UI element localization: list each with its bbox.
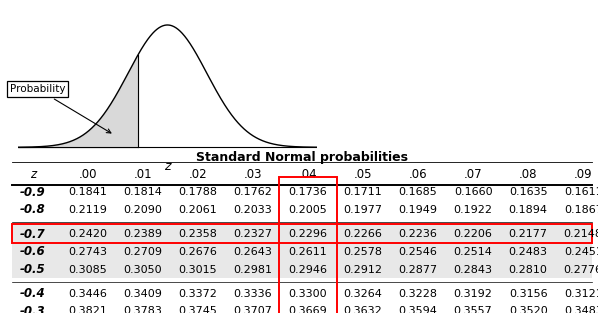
Text: 0.3192: 0.3192 — [454, 289, 493, 299]
Text: .03: .03 — [243, 168, 262, 181]
Text: 0.2946: 0.2946 — [288, 264, 328, 275]
Text: 0.1660: 0.1660 — [454, 187, 492, 197]
Bar — [12, 224, 592, 243]
Text: Standard Normal probabilities: Standard Normal probabilities — [196, 151, 408, 164]
Text: 0.2843: 0.2843 — [454, 264, 493, 275]
Text: .01: .01 — [133, 168, 152, 181]
Text: 0.2061: 0.2061 — [178, 205, 217, 215]
Text: 0.3669: 0.3669 — [289, 306, 327, 313]
Text: 0.1949: 0.1949 — [398, 205, 438, 215]
Text: .02: .02 — [188, 168, 207, 181]
Text: 0.2709: 0.2709 — [123, 247, 162, 257]
Text: 0.3015: 0.3015 — [178, 264, 217, 275]
Text: 0.3557: 0.3557 — [454, 306, 493, 313]
Text: 0.3483: 0.3483 — [564, 306, 598, 313]
Text: 0.3594: 0.3594 — [399, 306, 438, 313]
Text: 0.2514: 0.2514 — [454, 247, 493, 257]
Text: 0.2358: 0.2358 — [178, 229, 217, 239]
Text: 0.1867: 0.1867 — [564, 205, 598, 215]
Text: 0.1711: 0.1711 — [344, 187, 382, 197]
Text: 0.3336: 0.3336 — [234, 289, 272, 299]
Text: 0.3409: 0.3409 — [123, 289, 162, 299]
Text: .08: .08 — [519, 168, 538, 181]
Text: 0.2327: 0.2327 — [233, 229, 272, 239]
Text: 0.2148: 0.2148 — [564, 229, 598, 239]
Text: 0.2005: 0.2005 — [289, 205, 327, 215]
Text: -0.4: -0.4 — [20, 287, 45, 300]
Text: .04: .04 — [298, 168, 317, 181]
Text: 0.3156: 0.3156 — [509, 289, 547, 299]
Text: 0.3632: 0.3632 — [344, 306, 382, 313]
Text: -0.9: -0.9 — [20, 186, 45, 199]
Text: 0.3121: 0.3121 — [564, 289, 598, 299]
Bar — [279, 177, 337, 313]
Text: 0.1635: 0.1635 — [509, 187, 547, 197]
Text: 0.2483: 0.2483 — [509, 247, 548, 257]
Text: 0.1611: 0.1611 — [564, 187, 598, 197]
Text: 0.1788: 0.1788 — [178, 187, 217, 197]
Text: .07: .07 — [464, 168, 483, 181]
Text: .00: .00 — [78, 168, 97, 181]
Text: 0.2877: 0.2877 — [398, 264, 438, 275]
Text: 0.2912: 0.2912 — [343, 264, 383, 275]
Text: 0.1762: 0.1762 — [233, 187, 272, 197]
Text: 0.1977: 0.1977 — [343, 205, 383, 215]
Text: z: z — [29, 168, 36, 181]
Text: z: z — [164, 160, 170, 173]
Text: 0.2420: 0.2420 — [68, 229, 107, 239]
Text: 0.2743: 0.2743 — [68, 247, 107, 257]
Text: 0.1894: 0.1894 — [509, 205, 548, 215]
Text: 0.2611: 0.2611 — [289, 247, 327, 257]
Text: -0.3: -0.3 — [20, 305, 45, 313]
Text: 0.3821: 0.3821 — [68, 306, 107, 313]
Text: 0.3085: 0.3085 — [68, 264, 107, 275]
Text: 0.1841: 0.1841 — [68, 187, 107, 197]
Text: 0.3446: 0.3446 — [68, 289, 107, 299]
Text: -0.6: -0.6 — [20, 245, 45, 258]
Text: 0.2177: 0.2177 — [509, 229, 548, 239]
Text: .09: .09 — [574, 168, 593, 181]
Text: 0.3745: 0.3745 — [178, 306, 217, 313]
Text: 0.2119: 0.2119 — [68, 205, 107, 215]
Text: 0.3300: 0.3300 — [289, 289, 327, 299]
Text: 0.1814: 0.1814 — [123, 187, 162, 197]
Text: 0.3050: 0.3050 — [123, 264, 162, 275]
Text: 0.2676: 0.2676 — [178, 247, 217, 257]
Text: .05: .05 — [354, 168, 372, 181]
Text: Probability: Probability — [10, 84, 111, 133]
Text: 0.2389: 0.2389 — [123, 229, 162, 239]
Text: 0.3520: 0.3520 — [509, 306, 548, 313]
Text: 0.1685: 0.1685 — [399, 187, 437, 197]
Text: 0.2776: 0.2776 — [564, 264, 598, 275]
Text: .06: .06 — [408, 168, 428, 181]
Text: 0.1736: 0.1736 — [289, 187, 327, 197]
Text: 0.2546: 0.2546 — [399, 247, 438, 257]
Text: 0.2451: 0.2451 — [564, 247, 598, 257]
Text: 0.2578: 0.2578 — [343, 247, 383, 257]
Text: -0.8: -0.8 — [20, 203, 45, 216]
Text: 0.2236: 0.2236 — [399, 229, 438, 239]
Text: -0.7: -0.7 — [20, 228, 45, 241]
Text: 0.3783: 0.3783 — [123, 306, 162, 313]
Text: 0.2981: 0.2981 — [233, 264, 272, 275]
Text: 0.2206: 0.2206 — [454, 229, 493, 239]
Text: -0.5: -0.5 — [20, 263, 45, 276]
Text: 0.2033: 0.2033 — [233, 205, 272, 215]
Text: 0.2296: 0.2296 — [288, 229, 328, 239]
Text: 0.3707: 0.3707 — [233, 306, 272, 313]
Text: 0.2810: 0.2810 — [509, 264, 548, 275]
Bar — [12, 224, 592, 279]
Text: 0.2090: 0.2090 — [123, 205, 162, 215]
Text: 0.3372: 0.3372 — [178, 289, 217, 299]
Text: 0.1922: 0.1922 — [454, 205, 493, 215]
Text: 0.2266: 0.2266 — [343, 229, 382, 239]
Text: 0.3264: 0.3264 — [343, 289, 382, 299]
Text: 0.2643: 0.2643 — [233, 247, 272, 257]
Text: 0.3228: 0.3228 — [398, 289, 438, 299]
